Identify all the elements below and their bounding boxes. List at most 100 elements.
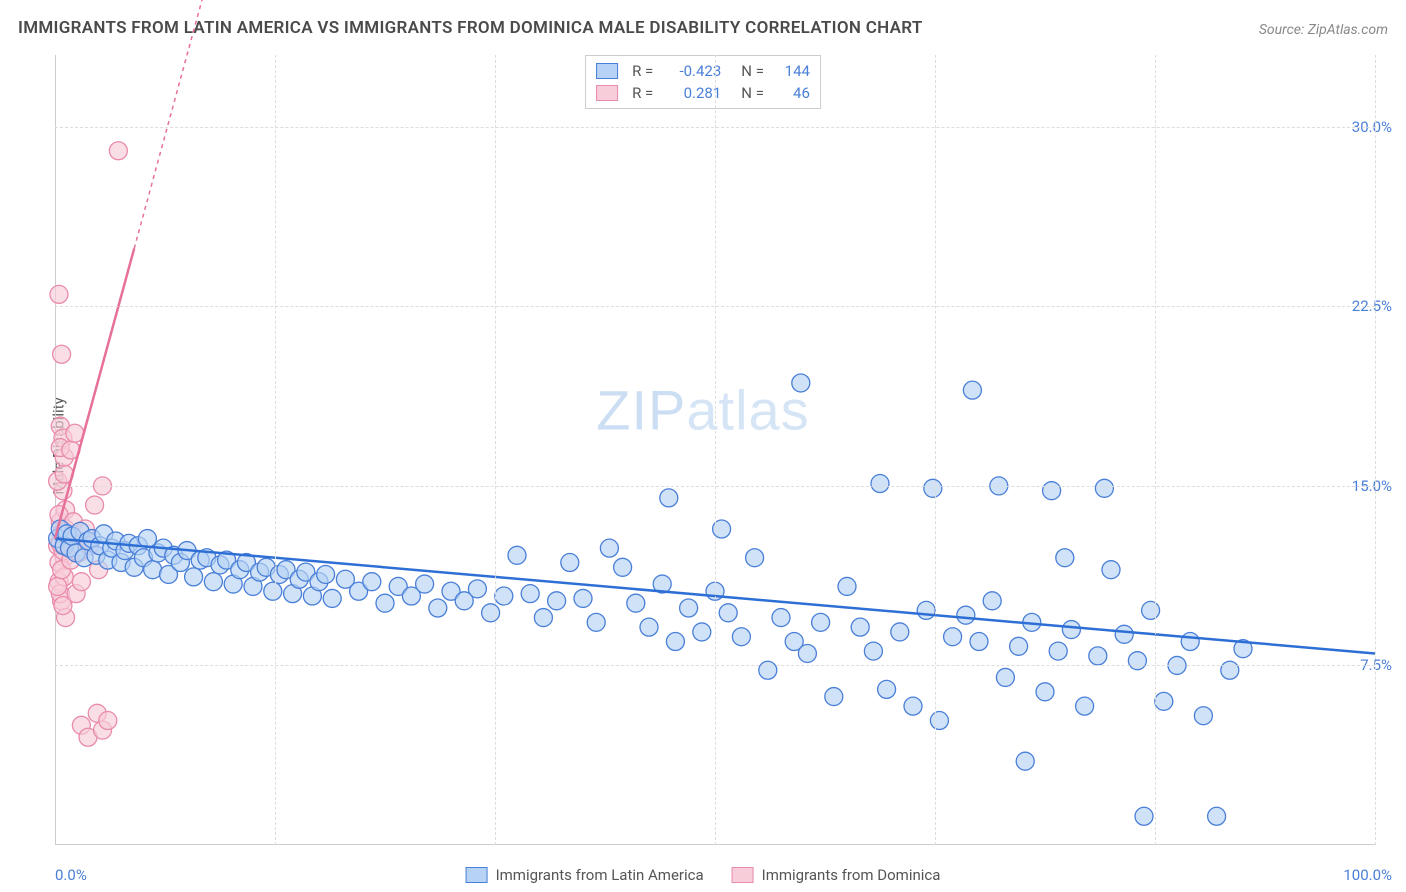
r-label: R =: [632, 60, 653, 82]
gridline-v: [935, 55, 936, 845]
data-point-latin_america: [1089, 647, 1107, 665]
legend-label-pink: Immigrants from Dominica: [762, 866, 941, 884]
data-point-latin_america: [600, 539, 618, 557]
data-point-latin_america: [1102, 561, 1120, 579]
chart-title: IMMIGRANTS FROM LATIN AMERICA VS IMMIGRA…: [18, 18, 923, 38]
x-tick-min: 0.0%: [55, 866, 87, 884]
data-point-latin_america: [1043, 482, 1061, 500]
gridline-v: [1375, 55, 1376, 845]
data-point-dominica: [53, 345, 71, 363]
data-point-latin_america: [548, 592, 566, 610]
series-legend: Immigrants from Latin America Immigrants…: [466, 866, 941, 884]
gridline-v: [1155, 55, 1156, 845]
legend-row-pink: R = 0.281 N = 46: [596, 82, 810, 104]
data-point-dominica: [50, 285, 68, 303]
n-value-pink: 46: [774, 82, 810, 104]
swatch-blue: [596, 63, 618, 79]
data-point-latin_america: [792, 374, 810, 392]
data-point-latin_america: [838, 577, 856, 595]
data-point-latin_america: [1062, 621, 1080, 639]
legend-item-latin-america: Immigrants from Latin America: [466, 866, 704, 884]
data-point-latin_america: [746, 549, 764, 567]
data-point-latin_america: [376, 594, 394, 612]
data-point-latin_america: [917, 601, 935, 619]
data-point-latin_america: [1049, 642, 1067, 660]
swatch-pink: [596, 85, 618, 101]
data-point-latin_america: [587, 613, 605, 631]
r-label: R =: [632, 82, 653, 104]
data-point-latin_america: [1155, 692, 1173, 710]
data-point-latin_america: [924, 479, 942, 497]
r-value-blue: -0.423: [663, 60, 721, 82]
data-point-dominica: [72, 573, 90, 591]
data-point-latin_america: [144, 561, 162, 579]
data-point-latin_america: [904, 697, 922, 715]
x-tick-max: 100.0%: [1343, 866, 1392, 884]
data-point-latin_america: [878, 680, 896, 698]
data-point-latin_america: [1010, 637, 1028, 655]
data-point-latin_america: [521, 585, 539, 603]
data-point-latin_america: [719, 604, 737, 622]
data-point-latin_america: [561, 554, 579, 572]
data-point-dominica: [99, 712, 117, 730]
data-point-latin_america: [1076, 697, 1094, 715]
data-point-latin_america: [732, 628, 750, 646]
data-point-latin_america: [574, 589, 592, 607]
gridline-v: [495, 55, 496, 845]
data-point-latin_america: [864, 642, 882, 660]
data-point-latin_america: [963, 381, 981, 399]
data-point-latin_america: [1181, 633, 1199, 651]
swatch-pink: [732, 867, 754, 883]
data-point-dominica: [109, 142, 127, 160]
data-point-latin_america: [482, 604, 500, 622]
gridline-v: [715, 55, 716, 845]
data-point-latin_america: [1056, 549, 1074, 567]
data-point-latin_america: [970, 633, 988, 651]
data-point-latin_america: [468, 580, 486, 598]
data-point-latin_america: [772, 609, 790, 627]
data-point-latin_america: [1208, 807, 1226, 825]
gridline-v: [275, 55, 276, 845]
data-point-latin_america: [983, 592, 1001, 610]
data-point-latin_america: [891, 623, 909, 641]
data-point-latin_america: [871, 475, 889, 493]
legend-row-blue: R = -0.423 N = 144: [596, 60, 810, 82]
correlation-legend: R = -0.423 N = 144 R = 0.281 N = 46: [585, 55, 821, 109]
n-label: N =: [741, 60, 764, 82]
data-point-latin_america: [317, 565, 335, 583]
data-point-latin_america: [930, 712, 948, 730]
data-point-latin_america: [1115, 625, 1133, 643]
data-point-latin_america: [495, 587, 513, 605]
data-point-latin_america: [508, 546, 526, 564]
data-point-latin_america: [204, 573, 222, 591]
data-point-latin_america: [640, 618, 658, 636]
data-point-dominica: [49, 577, 67, 595]
n-value-blue: 144: [774, 60, 810, 82]
data-point-dominica: [86, 496, 104, 514]
data-point-latin_america: [1142, 601, 1160, 619]
data-point-latin_america: [1221, 661, 1239, 679]
data-point-latin_america: [944, 628, 962, 646]
data-point-latin_america: [798, 644, 816, 662]
data-point-latin_america: [1135, 807, 1153, 825]
data-point-latin_america: [851, 618, 869, 636]
data-point-latin_america: [1095, 479, 1113, 497]
data-point-latin_america: [957, 606, 975, 624]
data-point-latin_america: [1016, 752, 1034, 770]
data-point-latin_america: [614, 558, 632, 576]
data-point-latin_america: [323, 589, 341, 607]
data-point-latin_america: [185, 568, 203, 586]
swatch-blue: [466, 867, 488, 883]
legend-item-dominica: Immigrants from Dominica: [732, 866, 941, 884]
data-point-latin_america: [693, 623, 711, 641]
data-point-latin_america: [680, 599, 698, 617]
data-point-latin_america: [666, 633, 684, 651]
data-point-latin_america: [1194, 707, 1212, 725]
data-point-latin_america: [416, 575, 434, 593]
data-point-latin_america: [264, 582, 282, 600]
data-point-latin_america: [825, 688, 843, 706]
data-point-latin_america: [812, 613, 830, 631]
n-label: N =: [741, 82, 764, 104]
source-attribution: Source: ZipAtlas.com: [1259, 22, 1388, 38]
data-point-latin_america: [1036, 683, 1054, 701]
